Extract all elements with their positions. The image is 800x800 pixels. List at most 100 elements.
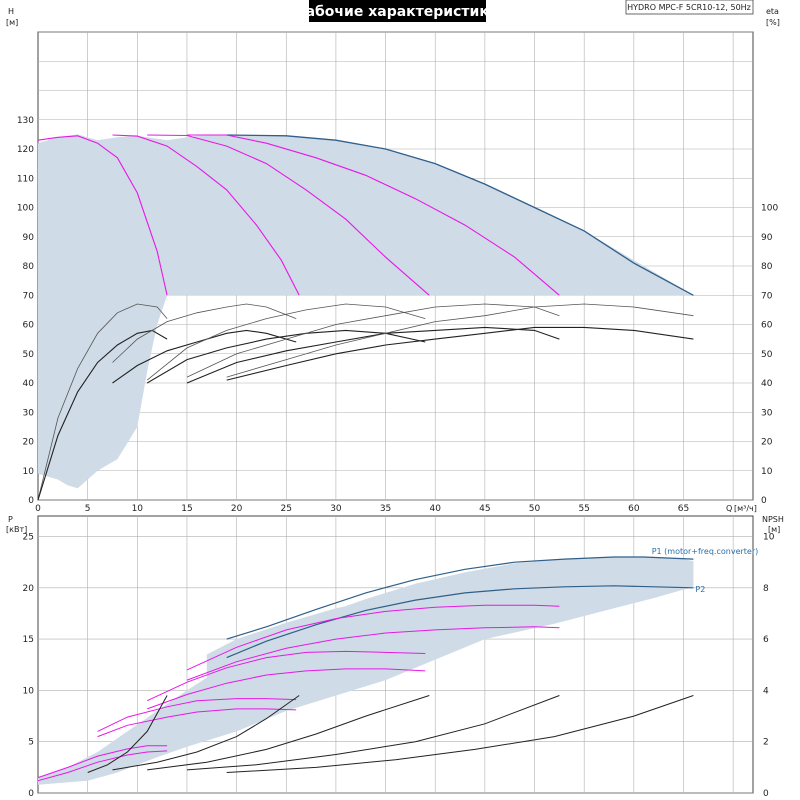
bottom-right-axis-unit: [м] <box>768 525 780 534</box>
right-tick-label: 100 <box>761 204 778 214</box>
npsh-curve-1 <box>87 695 168 773</box>
left-tick-label: 20 <box>23 438 35 448</box>
x-tick-label: 10 <box>132 504 144 514</box>
power-tick-label: 15 <box>23 635 34 645</box>
x-tick-label: 15 <box>181 504 192 514</box>
p1-edge <box>226 556 694 640</box>
left-tick-label: 0 <box>28 496 34 506</box>
npsh-tick-label: 2 <box>763 738 769 748</box>
power-tick-label: 20 <box>23 584 35 594</box>
x-tick-label: 5 <box>85 504 91 514</box>
power-tick-label: 25 <box>23 533 34 543</box>
x-tick-label: 60 <box>628 504 640 514</box>
efficiency-curve-4 <box>112 329 297 384</box>
efficiency-curve-2 <box>37 329 168 501</box>
bottom-left-axis-label: P <box>8 515 13 524</box>
series-label-p1: P1 (motor+freq.converter) <box>652 547 759 556</box>
top-left-axis-unit: [м] <box>6 18 18 27</box>
left-tick-label: 80 <box>23 262 35 272</box>
left-tick-label: 70 <box>23 291 35 301</box>
efficiency-curve-9 <box>226 303 694 378</box>
npsh-tick-label: 8 <box>763 584 769 594</box>
efficiency-curve-7 <box>186 303 560 378</box>
right-tick-label: 0 <box>761 496 767 506</box>
x-axis-unit: [м³/ч] <box>734 504 757 513</box>
x-tick-label: 45 <box>479 504 490 514</box>
power-curve-8 <box>186 626 560 681</box>
head-curve-1 <box>37 135 168 296</box>
head-envelope-area <box>38 134 694 489</box>
model-label: HYDRO MPC-F 5CR10-12, 50Hz <box>627 3 751 12</box>
npsh-tick-label: 10 <box>763 533 775 543</box>
power-curve-6 <box>147 668 426 710</box>
top-right-axis-unit: [%] <box>766 18 780 27</box>
left-tick-label: 60 <box>23 321 35 331</box>
right-tick-label: 30 <box>761 408 773 418</box>
head-curve-4 <box>187 134 560 296</box>
power-curve-3 <box>97 698 297 732</box>
x-tick-label: 25 <box>281 504 292 514</box>
head-curve-3 <box>147 134 430 296</box>
left-tick-label: 90 <box>23 233 35 243</box>
power-curve-1 <box>37 745 168 779</box>
power-curve-5 <box>146 650 426 702</box>
left-tick-label: 40 <box>23 379 35 389</box>
efficiency-curve-10 <box>226 326 694 381</box>
head-envelope-edge <box>226 134 694 296</box>
series-label-p2: P2 <box>695 585 705 594</box>
power-curve-4 <box>97 708 297 738</box>
npsh-curve-3 <box>147 695 430 771</box>
model-box <box>625 0 754 15</box>
top-right-axis-label: eta <box>766 7 779 16</box>
efficiency-curve-6 <box>146 329 426 384</box>
efficiency-curve-1 <box>37 303 168 501</box>
npsh-curve-2 <box>112 695 300 771</box>
npsh-tick-label: 4 <box>763 686 769 696</box>
left-tick-label: 30 <box>23 408 35 418</box>
right-tick-label: 20 <box>761 438 773 448</box>
power-curve-7 <box>186 604 560 671</box>
x-tick-label: 65 <box>678 504 689 514</box>
right-tick-label: 70 <box>761 291 773 301</box>
power-tick-label: 0 <box>28 789 34 799</box>
npsh-curve-5 <box>226 695 694 773</box>
right-tick-label: 10 <box>761 467 773 477</box>
right-tick-label: 40 <box>761 379 773 389</box>
left-tick-label: 110 <box>17 174 34 184</box>
right-tick-label: 90 <box>761 233 773 243</box>
p2-edge <box>226 585 694 659</box>
left-tick-label: 130 <box>17 116 34 126</box>
power-tick-label: 10 <box>23 686 35 696</box>
chart-title: Рабочие характеристики <box>295 4 498 20</box>
right-tick-label: 50 <box>761 350 773 360</box>
top-left-axis-label: H <box>8 7 14 16</box>
npsh-tick-label: 0 <box>763 789 769 799</box>
x-tick-label: 35 <box>380 504 391 514</box>
left-tick-label: 100 <box>17 204 34 214</box>
head-curve-2 <box>112 134 300 296</box>
left-tick-label: 10 <box>23 467 35 477</box>
x-tick-label: 20 <box>231 504 243 514</box>
bottom-right-axis-label: NPSH <box>762 515 784 524</box>
title-box <box>309 0 486 22</box>
npsh-tick-label: 6 <box>763 635 769 645</box>
power-curve-2 <box>37 750 168 782</box>
power-p2-envelope-area <box>206 585 694 706</box>
efficiency-curve-5 <box>146 303 426 381</box>
x-tick-label: 0 <box>35 504 41 514</box>
x-tick-label: 50 <box>529 504 541 514</box>
npsh-curve-4 <box>186 695 560 771</box>
x-axis-label: Q <box>726 504 732 513</box>
right-tick-label: 60 <box>761 321 773 331</box>
left-tick-label: 120 <box>17 145 34 155</box>
power-tick-label: 5 <box>28 738 34 748</box>
right-tick-label: 80 <box>761 262 773 272</box>
x-tick-label: 40 <box>429 504 441 514</box>
bottom-left-axis-unit: [кВт] <box>6 525 27 534</box>
efficiency-curve-3 <box>112 303 297 363</box>
x-tick-label: 55 <box>578 504 589 514</box>
x-tick-label: 30 <box>330 504 342 514</box>
left-tick-label: 50 <box>23 350 35 360</box>
